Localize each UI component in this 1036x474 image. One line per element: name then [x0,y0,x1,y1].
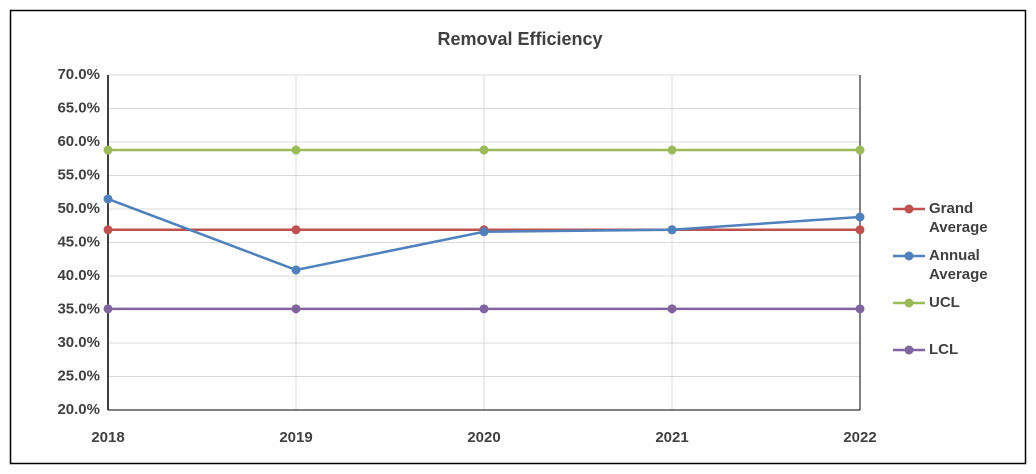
data-point [479,304,489,314]
x-tick-label: 2020 [467,429,500,446]
legend-label: LCL [929,341,959,358]
data-point [855,304,865,314]
y-tick-label: 45.0% [57,233,100,250]
data-point [103,225,113,235]
y-tick-label: 50.0% [57,200,100,217]
x-tick-label: 2021 [655,429,688,446]
x-tick-label: 2022 [843,429,876,446]
data-point [855,225,865,235]
data-point [667,304,677,314]
y-tick-label: 30.0% [57,334,100,351]
chart-border [9,9,1027,465]
chart-title: Removal Efficiency [437,29,602,49]
x-tick-label: 2018 [91,429,124,446]
data-point [291,145,301,155]
y-tick-label: 70.0% [57,66,100,83]
data-point [103,145,113,155]
y-tick-label: 25.0% [57,367,100,384]
y-tick-label: 65.0% [57,99,100,116]
y-tick-label: 20.0% [57,401,100,418]
data-point [479,145,489,155]
data-point [855,145,865,155]
legend-marker [904,345,914,355]
data-point [667,145,677,155]
x-tick-label: 2019 [279,429,312,446]
legend-marker [904,251,914,261]
data-point [103,194,113,204]
legend-label: UCL [929,294,960,311]
y-tick-label: 55.0% [57,166,100,183]
data-point [855,212,865,222]
legend-marker [904,204,914,214]
legend-label: Grand Average [929,200,988,236]
y-tick-label: 35.0% [57,300,100,317]
data-point [291,225,301,235]
data-point [103,304,113,314]
y-tick-label: 40.0% [57,267,100,284]
data-point [667,225,677,235]
y-tick-label: 60.0% [57,133,100,150]
data-point [479,227,489,237]
data-point [291,265,301,275]
legend-marker [904,298,914,308]
legend-label: Annual Average [929,247,988,283]
data-point [291,304,301,314]
